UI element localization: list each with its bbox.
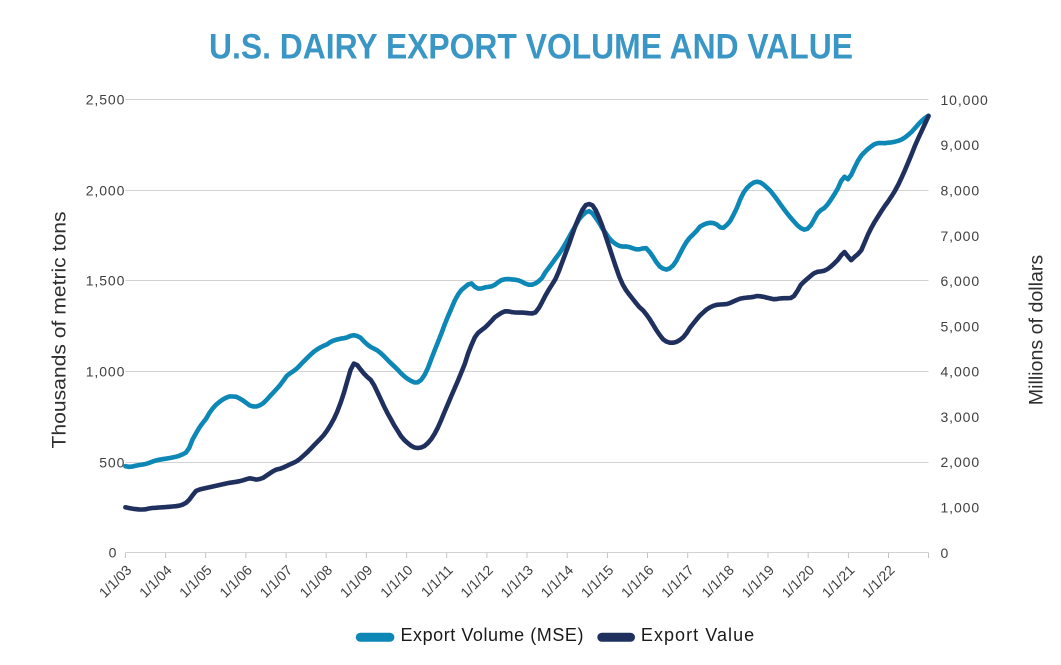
svg-text:10,000: 10,000 [941, 92, 989, 108]
svg-text:7,000: 7,000 [941, 228, 981, 244]
svg-text:1,500: 1,500 [86, 273, 126, 289]
svg-text:5,000: 5,000 [941, 318, 981, 334]
svg-text:0: 0 [109, 545, 118, 561]
svg-text:500: 500 [99, 455, 125, 471]
svg-text:Thousands of metric tons: Thousands of metric tons [49, 211, 71, 448]
svg-text:8,000: 8,000 [941, 182, 981, 198]
svg-text:4,000: 4,000 [941, 364, 981, 380]
svg-text:9,000: 9,000 [941, 137, 981, 153]
svg-text:U.S. DAIRY EXPORT VOLUME AND V: U.S. DAIRY EXPORT VOLUME AND VALUE [209, 26, 853, 66]
svg-text:3,000: 3,000 [941, 409, 981, 425]
svg-text:6,000: 6,000 [941, 273, 981, 289]
svg-text:2,500: 2,500 [86, 92, 126, 108]
svg-text:Millions of dollars: Millions of dollars [1026, 255, 1048, 406]
svg-text:2,000: 2,000 [86, 183, 126, 199]
svg-text:1,000: 1,000 [86, 364, 126, 380]
svg-text:Export Volume (MSE): Export Volume (MSE) [401, 625, 585, 645]
svg-text:2,000: 2,000 [941, 454, 981, 470]
svg-text:0: 0 [941, 545, 950, 561]
svg-text:Export Value: Export Value [641, 625, 755, 645]
svg-text:1,000: 1,000 [941, 500, 981, 516]
